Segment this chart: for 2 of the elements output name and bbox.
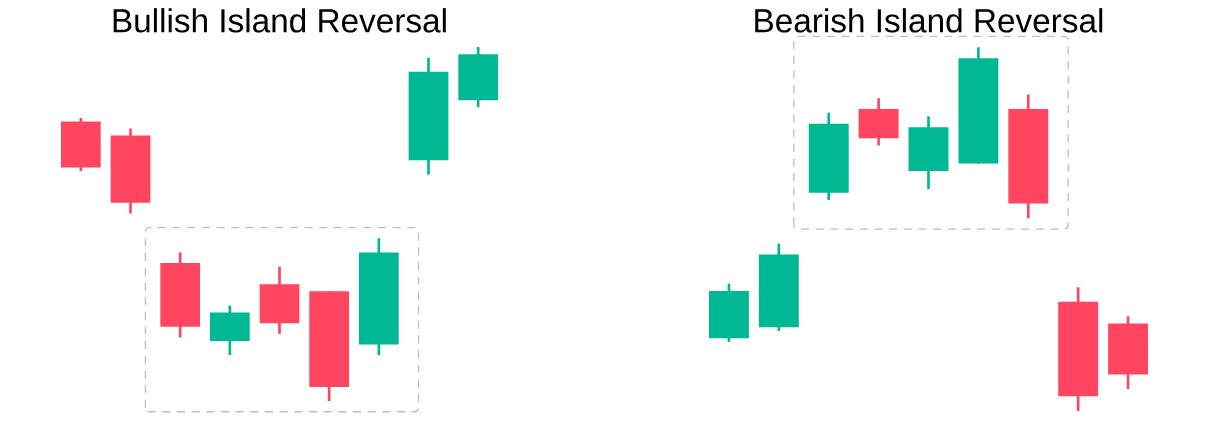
chart-title: Bearish Island Reversal bbox=[755, 8, 1103, 33]
chart-title: Bullish Island Reversal bbox=[113, 8, 446, 33]
